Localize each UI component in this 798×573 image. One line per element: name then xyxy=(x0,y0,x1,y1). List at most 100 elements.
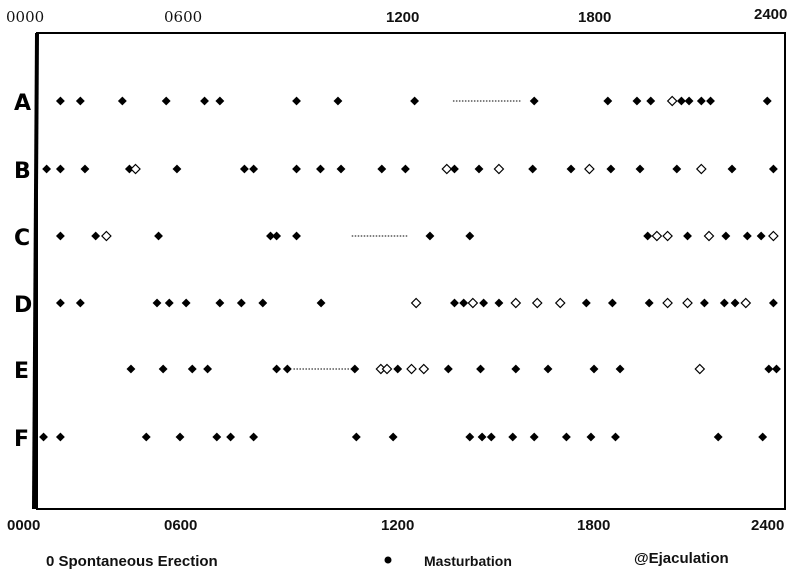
row-a-filled-marker-0 xyxy=(55,96,65,106)
row-c-filled-marker-15 xyxy=(742,231,752,241)
row-b-filled-marker-18 xyxy=(566,164,576,174)
row-e-filled-marker-12 xyxy=(443,364,453,374)
row-e-filled-marker-9 xyxy=(393,364,403,374)
row-b-filled-marker-0 xyxy=(42,164,52,174)
row-f-filled-marker-1 xyxy=(55,432,65,442)
row-d-filled-marker-20 xyxy=(644,298,654,308)
event-markers xyxy=(39,95,781,442)
row-f-filled-marker-14 xyxy=(561,432,571,442)
row-d-open-marker-16 xyxy=(531,297,543,309)
row-a-filled-marker-12 xyxy=(646,96,656,106)
row-d-open-marker-21 xyxy=(662,297,673,309)
row-a-filled-marker-14 xyxy=(676,96,686,106)
row-b-filled-marker-11 xyxy=(377,164,387,174)
row-b-filled-marker-9 xyxy=(316,164,325,174)
row-d-filled-marker-27 xyxy=(768,298,778,308)
row-b-filled-marker-15 xyxy=(474,164,484,174)
row-f-filled-marker-3 xyxy=(175,432,185,442)
row-b-open-marker-13 xyxy=(441,163,453,175)
row-e-filled-marker-1 xyxy=(158,364,168,374)
row-d-filled-marker-2 xyxy=(152,298,162,308)
row-f-filled-marker-11 xyxy=(486,432,496,442)
bottom-tick-3: 1800 xyxy=(577,517,610,534)
row-d-open-marker-12 xyxy=(467,297,479,309)
row-b-filled-marker-21 xyxy=(635,164,645,174)
row-b-filled-marker-6 xyxy=(239,164,249,174)
row-c-open-marker-13 xyxy=(703,230,715,242)
row-f-filled-marker-16 xyxy=(611,432,620,442)
row-e-filled-marker-13 xyxy=(476,364,485,374)
row-b-filled-marker-12 xyxy=(400,164,410,174)
plot-frame-left-edge xyxy=(32,32,39,510)
row-a-filled-marker-17 xyxy=(706,96,715,106)
legend-masturbation: Masturbation xyxy=(424,553,512,569)
row-b-filled-marker-17 xyxy=(528,164,538,174)
bottom-tick-4: 2400 xyxy=(751,517,784,534)
row-e-filled-marker-6 xyxy=(350,364,360,374)
row-c-filled-marker-7 xyxy=(425,231,435,241)
row-d-filled-marker-4 xyxy=(181,298,191,308)
row-a-open-marker-13 xyxy=(666,95,678,107)
row-label-a: A xyxy=(14,91,31,116)
row-f-filled-marker-2 xyxy=(141,432,151,442)
row-b-filled-marker-14 xyxy=(450,164,459,174)
row-b-open-marker-16 xyxy=(493,163,505,175)
row-label-d: D xyxy=(14,293,32,318)
row-a-filled-marker-7 xyxy=(333,96,343,106)
row-d-filled-marker-13 xyxy=(479,298,489,308)
top-tick-1: 0600 xyxy=(164,8,202,26)
row-c-filled-marker-4 xyxy=(266,231,275,241)
row-b-open-marker-19 xyxy=(584,163,595,175)
legend-masturbation-dot xyxy=(384,556,392,564)
row-label-c: C xyxy=(14,226,30,251)
bottom-tick-0: 0000 xyxy=(7,517,40,534)
row-e-filled-marker-0 xyxy=(126,364,136,374)
row-f-filled-marker-4 xyxy=(212,432,222,442)
row-c-filled-marker-12 xyxy=(683,231,692,241)
row-a-filled-marker-6 xyxy=(292,96,301,106)
row-c-filled-marker-8 xyxy=(465,231,475,241)
row-b-filled-marker-1 xyxy=(55,164,65,174)
row-c-filled-marker-6 xyxy=(292,231,301,241)
row-f-filled-marker-13 xyxy=(529,432,539,442)
row-f-filled-marker-18 xyxy=(758,432,768,442)
row-d-filled-marker-8 xyxy=(316,298,326,308)
row-a-filled-marker-15 xyxy=(684,96,694,106)
legend-spontaneous-erection: 0 Spontaneous Erection xyxy=(46,553,218,570)
row-b-filled-marker-8 xyxy=(292,164,301,174)
row-b-filled-marker-7 xyxy=(249,164,259,174)
row-c-filled-marker-0 xyxy=(55,231,65,241)
row-label-f: F xyxy=(14,427,29,452)
row-b-filled-marker-25 xyxy=(768,164,778,174)
row-b-filled-marker-20 xyxy=(606,164,616,174)
row-f-filled-marker-5 xyxy=(226,432,236,442)
row-d-filled-marker-18 xyxy=(581,298,591,308)
top-tick-4: 2400 xyxy=(754,6,787,23)
row-d-filled-marker-5 xyxy=(215,298,225,308)
row-a-filled-marker-2 xyxy=(117,96,127,106)
row-f-filled-marker-0 xyxy=(39,432,48,442)
row-d-filled-marker-6 xyxy=(236,298,246,308)
top-tick-2: 1200 xyxy=(386,9,419,26)
row-e-filled-marker-20 xyxy=(772,364,781,374)
row-a-filled-marker-9 xyxy=(529,96,539,106)
row-label-b: B xyxy=(14,159,31,184)
row-b-filled-marker-24 xyxy=(727,164,737,174)
row-f-filled-marker-12 xyxy=(508,432,518,442)
row-label-e: E xyxy=(14,359,29,384)
row-d-filled-marker-0 xyxy=(55,298,65,308)
row-d-open-marker-22 xyxy=(682,297,693,309)
row-d-open-marker-17 xyxy=(554,297,566,309)
row-c-filled-marker-3 xyxy=(154,231,163,241)
row-d-filled-marker-3 xyxy=(164,298,174,308)
row-f-filled-marker-8 xyxy=(388,432,398,442)
row-a-filled-marker-11 xyxy=(632,96,642,106)
row-e-open-marker-10 xyxy=(406,363,417,375)
row-f-filled-marker-15 xyxy=(586,432,596,442)
row-c-open-marker-17 xyxy=(768,230,779,242)
row-e-filled-marker-14 xyxy=(511,364,521,374)
bottom-tick-2: 1200 xyxy=(381,517,414,534)
bottom-tick-1: 0600 xyxy=(164,517,197,534)
row-d-filled-marker-10 xyxy=(450,298,459,308)
